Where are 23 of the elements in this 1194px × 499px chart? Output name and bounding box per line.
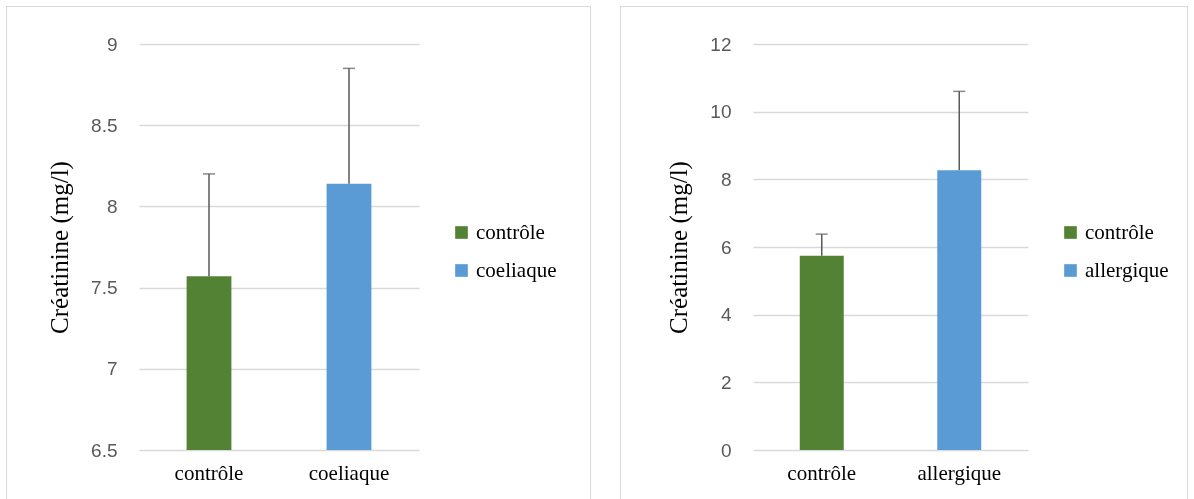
legend-label: coeliaque (476, 257, 557, 282)
x-tick-label: coeliaque (308, 460, 390, 485)
legend-label: contrôle (1085, 219, 1154, 244)
x-tick-label: contrôle (787, 460, 857, 485)
y-tick-label: 10 (710, 101, 732, 123)
y-tick-label: 9 (106, 33, 118, 55)
y-tick-label: 7.5 (91, 277, 118, 299)
y-tick-label: 2 (720, 371, 732, 393)
y-tick-label: 4 (720, 304, 732, 326)
legend-label: contrôle (476, 219, 545, 244)
y-tick-label: 6.5 (91, 439, 118, 461)
y-tick-label: 7 (106, 358, 118, 380)
y-axis-title: Créatinine (mg/l) (46, 161, 75, 334)
y-tick-label: 6 (720, 236, 732, 258)
y-tick-label: 0 (720, 439, 732, 461)
legend-label: allergique (1085, 257, 1169, 282)
y-tick-label: 12 (710, 33, 732, 55)
x-tick-label: allergique (917, 460, 1002, 485)
y-tick-label: 8 (720, 168, 732, 190)
x-tick-label: contrôle (174, 460, 244, 485)
y-tick-label: 8 (106, 195, 118, 217)
y-axis-title: Créatinine (mg/l) (665, 161, 694, 334)
y-tick-label: 8.5 (91, 114, 118, 136)
